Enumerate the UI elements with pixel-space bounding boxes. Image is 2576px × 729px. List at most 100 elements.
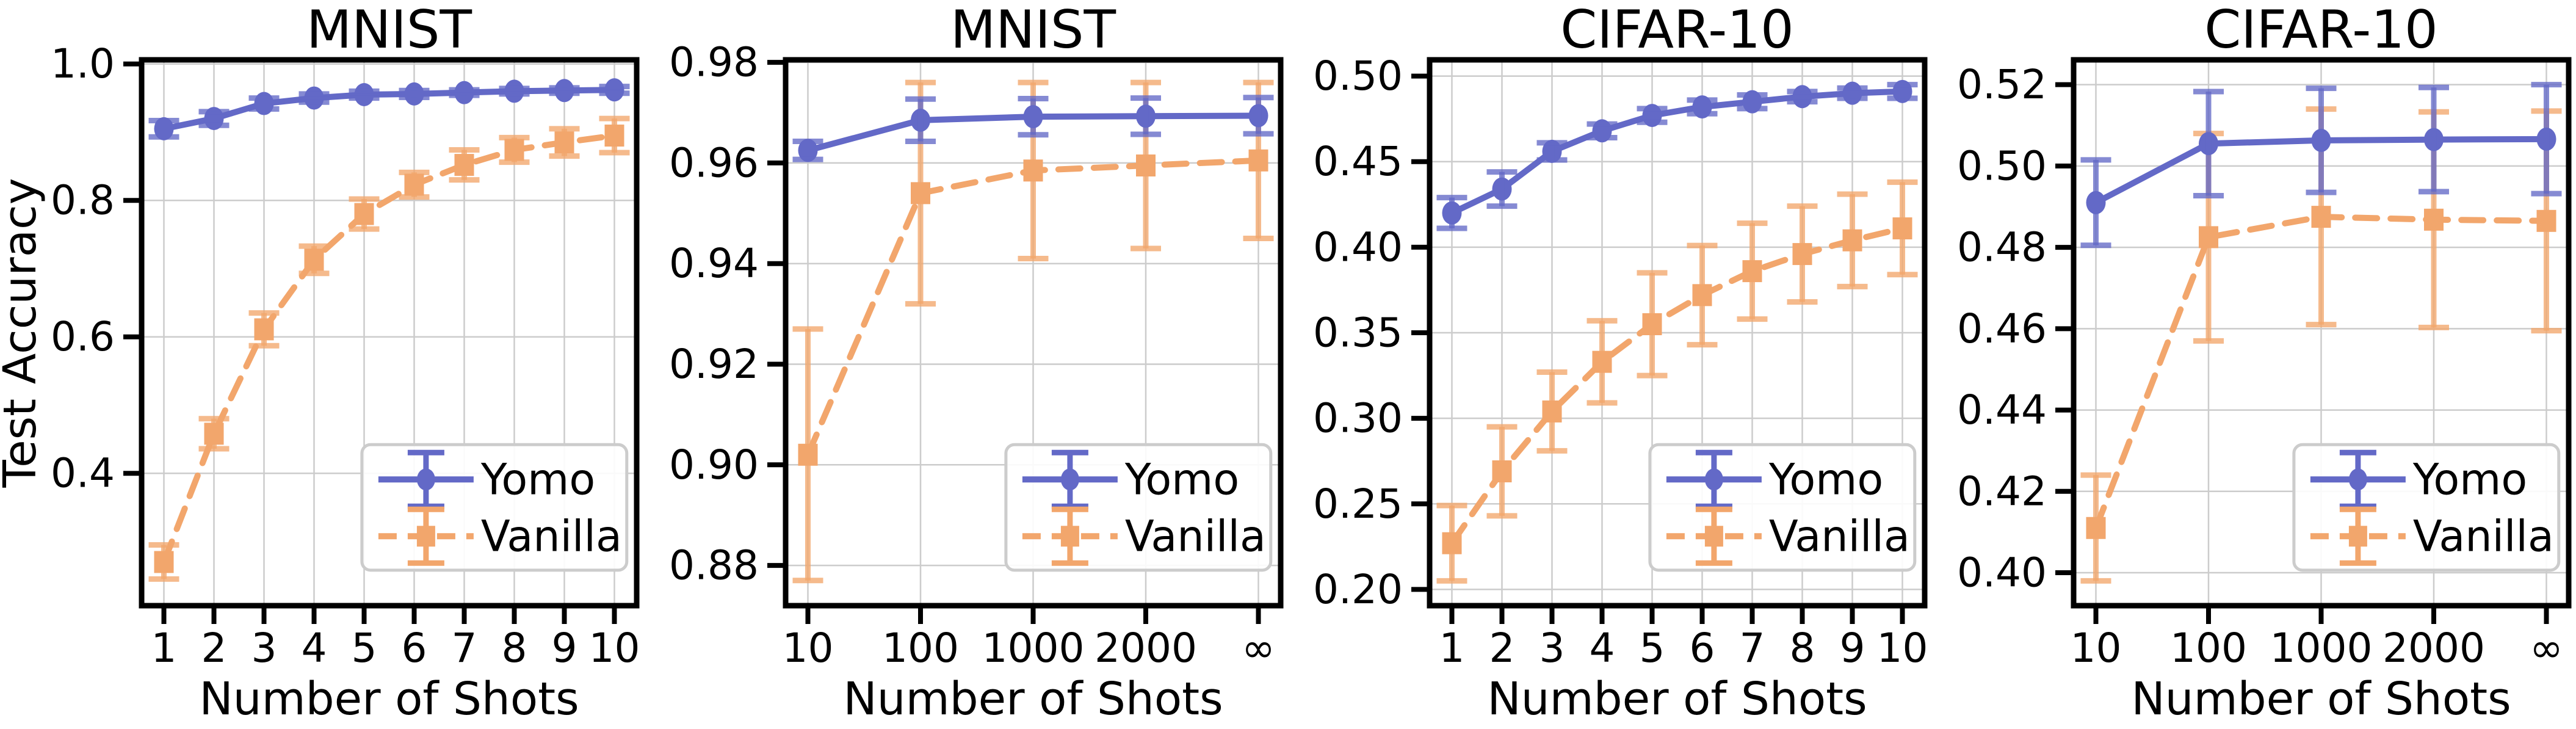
y-tick-label: 0.88 [669, 542, 759, 589]
error-bar [148, 542, 179, 582]
error-bar [2080, 157, 2111, 248]
series-line [1449, 225, 1906, 546]
legend-label: Yomo [1124, 454, 1239, 504]
x-tick-label: 1 [151, 625, 176, 672]
error-bar [298, 243, 330, 277]
error-bar [1536, 140, 1568, 163]
x-tick-label: ∞ [1242, 625, 1275, 672]
error-bar [1243, 95, 1274, 137]
x-tick-label: 4 [301, 625, 327, 672]
x-tick-label: 9 [552, 625, 577, 672]
legend: Yomo Vanilla [1004, 443, 1273, 572]
legend-label: Yomo [2412, 454, 2527, 504]
error-bar [1486, 169, 1518, 209]
error-bar [349, 196, 380, 232]
x-tick-label: 1 [1439, 625, 1464, 672]
legend: Yomo Vanilla [2292, 443, 2561, 572]
error-bar [1436, 502, 1467, 584]
y-tick-label: 0.40 [1313, 223, 1403, 270]
error-bar [2531, 82, 2562, 197]
legend-marker [416, 468, 435, 491]
chart-panel-mnist-shots: 1 2 3 4 5 6 7 8 9 10 0.4 0.6 0.8 1.0 MNIST Number of Sh… [0, 0, 640, 725]
x-tick-label: 8 [1790, 625, 1815, 672]
y-tick-label: 0.48 [1957, 224, 2047, 271]
error-bar [248, 95, 280, 112]
error-bar [1018, 95, 1049, 138]
y-tick-label: 0.30 [1313, 395, 1403, 442]
legend-label: Vanilla [2413, 511, 2554, 561]
error-bar [1787, 89, 1818, 105]
y-tick-label: 0.90 [669, 441, 759, 488]
error-bar [905, 96, 936, 144]
error-bar [1687, 242, 1718, 348]
error-bar [792, 326, 823, 584]
panel-title: CIFAR-10 [2204, 0, 2438, 60]
error-bar [599, 84, 630, 96]
error-bar [2306, 85, 2337, 195]
y-tick-label: 0.44 [1957, 386, 2047, 433]
error-bar [1737, 92, 1768, 112]
x-axis-label: Number of Shots [199, 673, 579, 725]
error-bar [449, 87, 480, 98]
panel-mnist-datasize: 10 100 1000 2000 ∞ 0.88 0.90 0.92 0.94 0.96 0.98 MN… [644, 0, 1288, 729]
error-bar [1687, 97, 1718, 117]
series-line [1449, 88, 1906, 216]
legend-marker [416, 526, 435, 547]
error-bar [198, 109, 230, 128]
x-tick-label: 100 [2170, 625, 2247, 672]
legend-label: Yomo [1768, 454, 1883, 504]
panel-title: MNIST [950, 0, 1116, 60]
legend-label: Yomo [480, 454, 595, 504]
error-bar [148, 117, 179, 140]
y-tick-label: 0.52 [1957, 61, 2047, 108]
legend: Yomo Vanilla [360, 443, 629, 572]
error-bar [792, 138, 823, 162]
x-tick-label: 3 [251, 625, 277, 672]
legend-marker [2348, 526, 2367, 547]
x-tick-label: 5 [351, 625, 377, 672]
x-tick-label: 9 [1840, 625, 1865, 672]
error-bar [499, 134, 530, 165]
error-bar [1787, 203, 1818, 305]
x-tick-label: 4 [1589, 625, 1615, 672]
x-axis-label: Number of Shots [2131, 673, 2511, 725]
legend-marker [1704, 468, 1723, 491]
y-tick-label: 0.45 [1313, 138, 1403, 185]
error-bar [1737, 220, 1768, 322]
y-tick-label: 0.98 [669, 39, 759, 86]
y-axis-label: Test Accuracy [0, 178, 46, 488]
panel-mnist-shots: 1 2 3 4 5 6 7 8 9 10 0.4 0.6 0.8 1.0 MNIST Number of Sh… [0, 0, 644, 729]
y-tick-label: 0.96 [669, 139, 759, 186]
chart-panel-cifar10-datasize: 10 100 1000 2000 ∞ 0.40 0.42 0.44 0.46 0.48 0.50 0.… [1957, 0, 2572, 725]
error-bar [549, 126, 580, 159]
x-tick-label: 10 [1877, 625, 1928, 672]
legend-marker [2348, 468, 2367, 491]
error-bar [1837, 85, 1868, 101]
panel-title: MNIST [306, 0, 472, 60]
error-bar [198, 416, 230, 452]
panel-title: CIFAR-10 [1560, 0, 1794, 60]
x-tick-label: 7 [1740, 625, 1765, 672]
x-tick-label: 2000 [1094, 625, 1197, 672]
legend-symbol-vanilla [1022, 506, 1118, 566]
legend-symbol-vanilla [378, 506, 474, 566]
legend-label: Vanilla [1769, 511, 1910, 561]
series-vanilla [148, 115, 630, 582]
panel-cifar10-datasize: 10 100 1000 2000 ∞ 0.40 0.42 0.44 0.46 0.48 0.50 0.… [1932, 0, 2576, 729]
error-bar [349, 88, 380, 101]
legend-marker [1060, 526, 1079, 547]
series-line [161, 132, 618, 565]
error-bar [1486, 424, 1518, 519]
x-tick-label: 1000 [2270, 625, 2373, 672]
x-axis-label: Number of Shots [843, 673, 1223, 725]
x-tick-label: 7 [452, 625, 477, 672]
y-tick-label: 0.35 [1313, 310, 1403, 357]
series-yomo [148, 78, 630, 140]
x-tick-label: 6 [1690, 625, 1715, 672]
legend-symbol-vanilla [1666, 506, 1762, 566]
error-bar [1586, 121, 1618, 141]
legend-symbol-yomo [1022, 449, 1118, 509]
legend: Yomo Vanilla [1648, 443, 1917, 572]
error-bar [298, 91, 330, 105]
error-bar [549, 85, 580, 96]
